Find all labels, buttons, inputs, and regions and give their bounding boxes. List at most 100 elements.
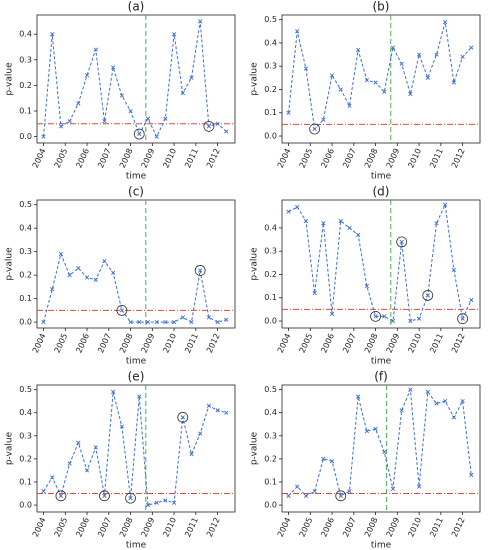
panel: (f) 0.0 0.1 0.2 0.3 0.4 0.5 2004 2005 2006 2007 200… — [250, 370, 481, 550]
x-tick-label: 2010 — [406, 332, 423, 354]
y-tick-label: 0.0 — [19, 132, 32, 141]
x-tick-label: 2008 — [118, 147, 135, 169]
x-tick-label: 2007 — [96, 516, 113, 538]
y-tick-label: 0.2 — [19, 81, 32, 90]
point-marker — [198, 19, 203, 24]
point-marker — [50, 32, 55, 37]
x-tick-label: 2005 — [298, 516, 315, 538]
point-marker — [443, 19, 448, 25]
axes-frame — [36, 199, 236, 329]
x-tick-label: 2011 — [428, 147, 445, 169]
x-axis-label: time — [126, 357, 147, 367]
point-marker — [416, 484, 422, 489]
point-marker — [364, 283, 369, 289]
highlight-circle — [177, 411, 189, 423]
point-marker — [180, 90, 185, 96]
point-marker — [382, 314, 387, 319]
point-marker — [119, 424, 124, 429]
point-marker — [408, 387, 413, 392]
x-tick-label: 2004 — [276, 332, 293, 354]
highlight-circle — [55, 490, 67, 502]
point-marker — [93, 445, 98, 450]
x-tick-label: 2006 — [319, 147, 336, 169]
x-tick-label: 2012 — [205, 516, 222, 538]
y-tick-label: 0.0 — [19, 501, 32, 510]
point-marker — [443, 202, 448, 207]
y-axis-label: p-value — [5, 431, 15, 465]
x-tick-label: 2012 — [450, 516, 467, 538]
point-marker — [67, 119, 72, 124]
point-marker — [224, 317, 229, 322]
y-tick-label: 0.4 — [19, 30, 32, 39]
panel: (b) 0.0 0.1 0.2 0.3 0.4 0.5 2004 2005 2006 2007 200… — [250, 0, 481, 182]
point-marker — [224, 410, 229, 415]
point-marker — [58, 251, 64, 257]
point-marker — [434, 52, 439, 57]
point-marker — [425, 75, 430, 80]
point-marker — [295, 484, 300, 489]
point-marker — [58, 493, 64, 498]
highlight-circle — [99, 490, 110, 502]
y-tick-label: 0.4 — [264, 408, 277, 417]
point-marker — [338, 218, 343, 224]
point-marker — [399, 61, 404, 66]
point-marker — [364, 429, 369, 434]
point-marker — [137, 394, 142, 399]
point-marker — [215, 121, 220, 126]
series-line — [288, 21, 472, 131]
y-tick-label: 0.0 — [264, 501, 277, 510]
point-marker — [434, 221, 439, 226]
highlight-circle — [422, 290, 434, 301]
point-marker — [189, 452, 194, 457]
point-marker — [321, 456, 326, 462]
x-tick-label: 2005 — [298, 332, 315, 354]
x-tick-label: 2011 — [428, 332, 445, 354]
point-marker — [469, 297, 474, 303]
point-marker — [145, 116, 151, 121]
point-marker — [102, 119, 107, 124]
point-marker — [460, 316, 465, 321]
point-marker — [347, 225, 352, 231]
point-marker — [206, 315, 212, 320]
point-marker — [390, 45, 396, 50]
x-tick-label: 2004 — [276, 147, 293, 169]
point-marker — [128, 320, 133, 325]
panel: (c) 0.0 0.1 0.2 0.3 0.4 0.5 2004 2005 2006 2007 200… — [5, 185, 236, 367]
point-marker — [364, 78, 369, 83]
point-marker — [84, 73, 90, 78]
point-marker — [303, 66, 309, 71]
x-tick-label: 2010 — [406, 147, 423, 169]
point-marker — [321, 117, 326, 122]
y-tick-label: 0.3 — [264, 62, 277, 71]
point-marker — [303, 218, 309, 224]
point-marker — [206, 403, 212, 408]
x-tick-label: 2010 — [406, 516, 423, 538]
point-marker — [180, 315, 185, 320]
point-marker — [171, 500, 177, 505]
point-marker — [425, 389, 430, 395]
point-marker — [206, 124, 212, 129]
point-marker — [111, 389, 116, 395]
x-tick-label: 2009 — [140, 332, 157, 354]
x-tick-label: 2010 — [161, 332, 178, 354]
axes-frame — [281, 199, 481, 329]
point-marker — [128, 108, 133, 114]
x-tick-label: 2009 — [140, 147, 157, 169]
point-marker — [50, 287, 55, 292]
x-tick-label: 2012 — [205, 332, 222, 354]
axes-frame — [36, 384, 236, 513]
series-line — [43, 21, 227, 138]
point-marker — [460, 399, 465, 404]
x-tick-label: 2005 — [298, 147, 315, 169]
x-tick-label: 2009 — [385, 332, 402, 354]
y-tick-label: 0.2 — [19, 454, 32, 463]
highlight-circle — [335, 490, 347, 502]
x-tick-label: 2006 — [74, 332, 91, 354]
point-marker — [356, 232, 361, 238]
point-marker — [382, 449, 387, 455]
point-marker — [111, 270, 116, 275]
point-marker — [443, 399, 448, 404]
x-tick-label: 2011 — [183, 147, 200, 169]
point-marker — [58, 124, 64, 129]
point-marker — [390, 318, 396, 324]
